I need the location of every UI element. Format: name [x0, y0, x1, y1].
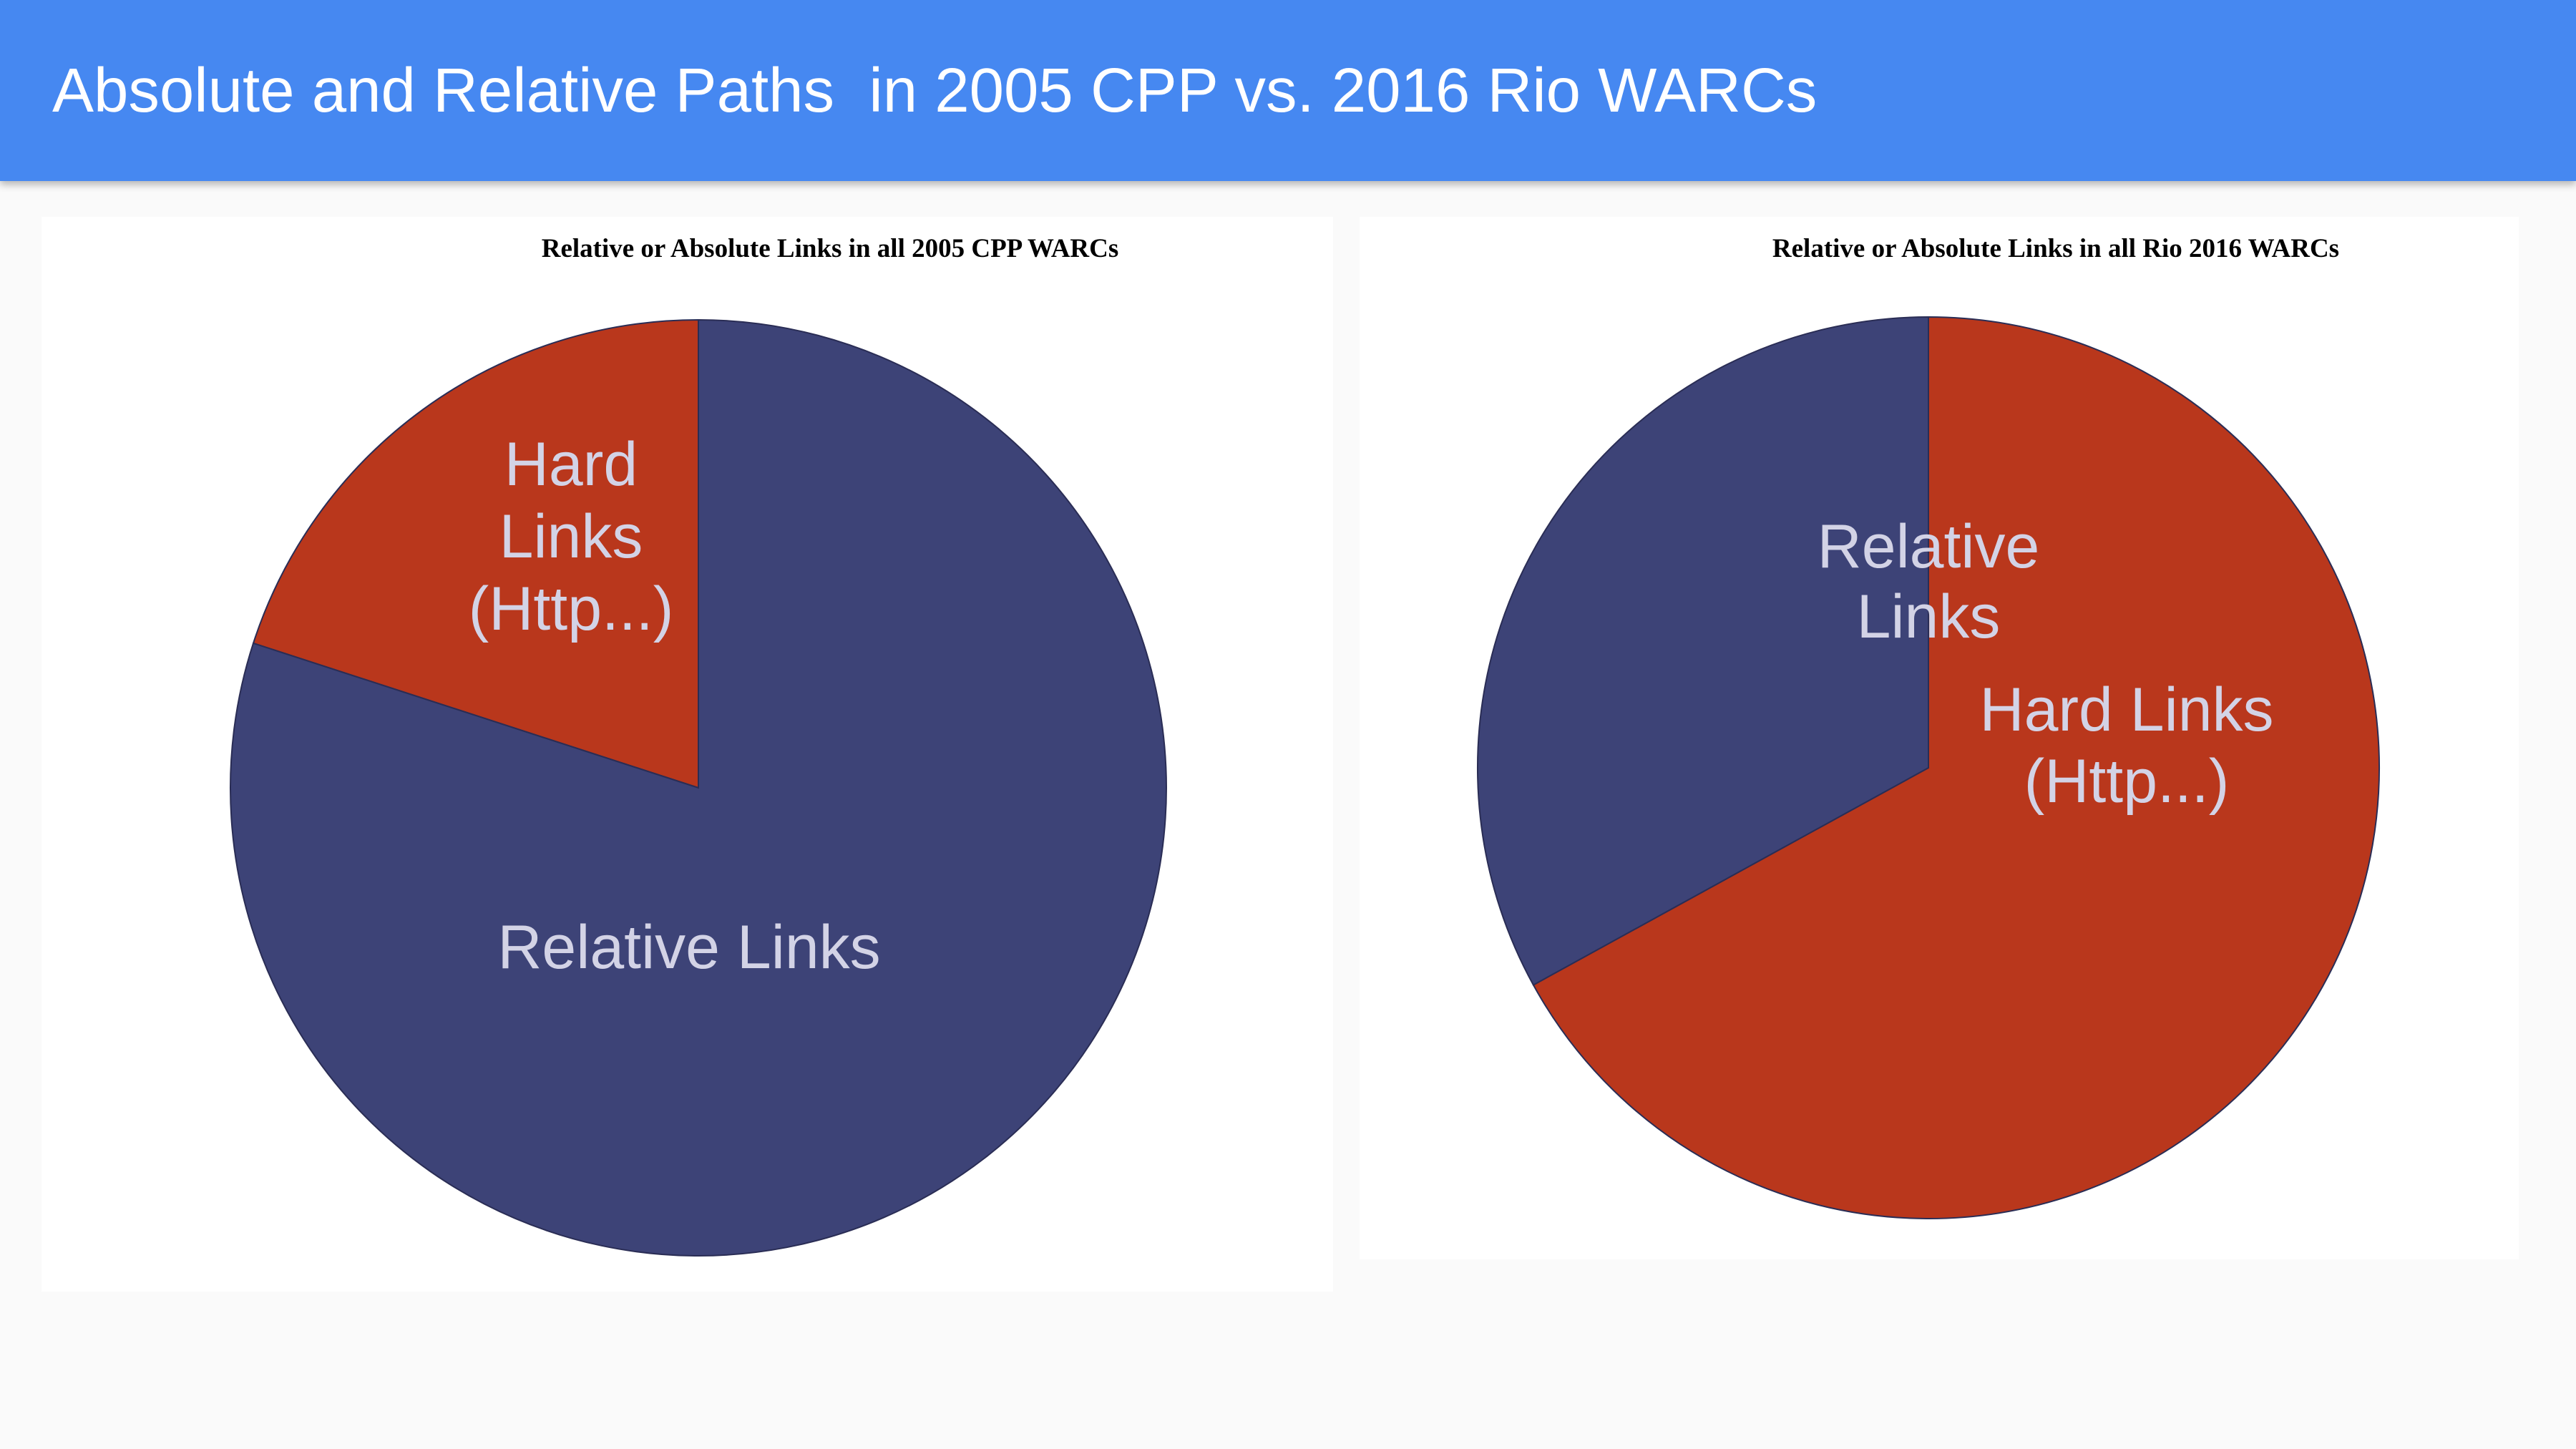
pie-slice-relative-links	[230, 318, 1167, 1257]
pie-slice-relative-links	[1477, 316, 1929, 986]
pie-slices	[230, 318, 1167, 1257]
pie-chart-rio-2016: Relative or Absolute Links in all Rio 20…	[1477, 234, 2380, 1219]
slice-label-relative-links: Relative Links	[1818, 512, 2040, 651]
slide-title: Absolute and Relative Paths in 2005 CPP …	[52, 56, 1818, 125]
chart-panel-2005-cpp: Relative or Absolute Links in all 2005 C…	[42, 217, 1333, 1292]
chart-title: Relative or Absolute Links in all 2005 C…	[542, 234, 1119, 263]
header-bar: Absolute and Relative Paths in 2005 CPP …	[0, 0, 2576, 181]
pie-chart-2005-cpp: Relative or Absolute Links in all 2005 C…	[230, 234, 1167, 1257]
chart-panel-rio-2016: Relative or Absolute Links in all Rio 20…	[1360, 217, 2519, 1259]
chart-title: Relative or Absolute Links in all Rio 20…	[1772, 234, 2339, 263]
pie-slices	[1477, 316, 2380, 1219]
slice-label-hard-links: Hard Links (Http...)	[1979, 675, 2273, 816]
pie-slice-hard-links	[1532, 316, 2380, 1219]
slice-label-relative-links: Relative Links	[497, 913, 880, 982]
pie-slice-hard-links	[252, 318, 699, 789]
slice-label-hard-links: Hard Links (Http...)	[469, 430, 674, 643]
